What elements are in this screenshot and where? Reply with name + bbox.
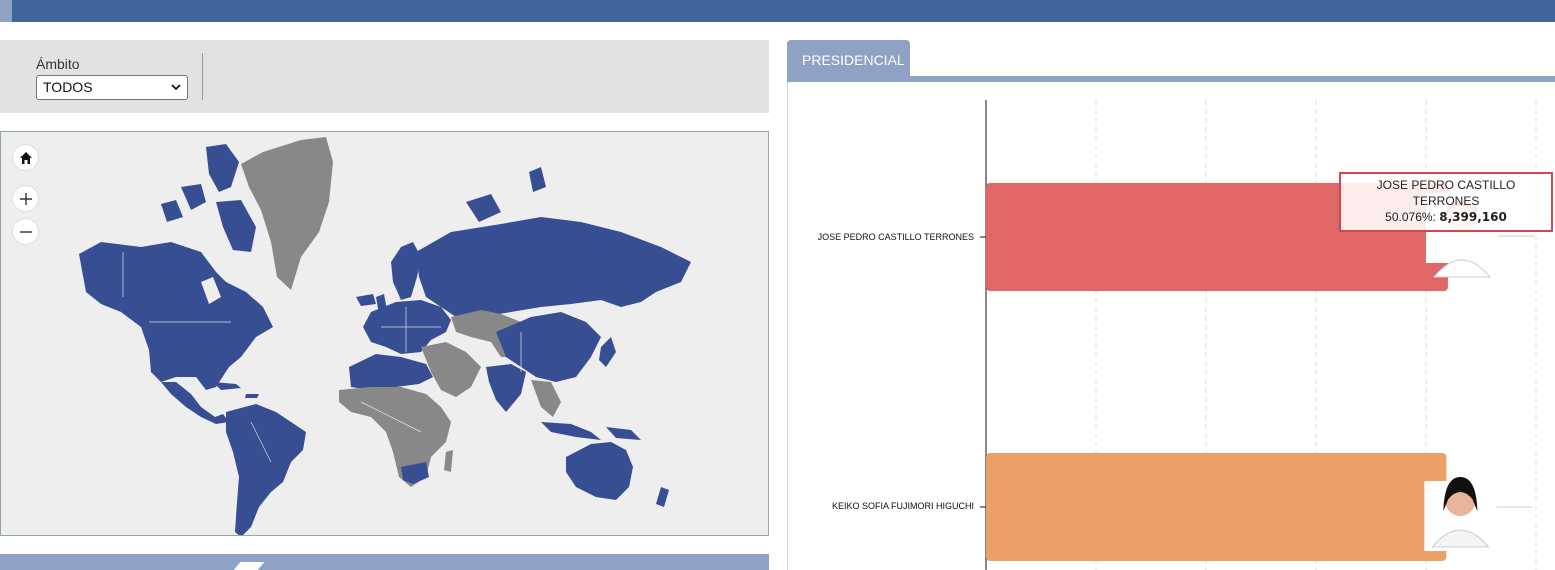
map-region-iceland [356,294,376,306]
map-region-caribbean [213,382,259,398]
map-region-north-america [79,242,273,390]
candidate-photo-1 [1424,477,1497,551]
chevron-down-icon [171,84,181,91]
map-borders [122,252,522,463]
map-region-japan [599,337,616,367]
header-notch [223,562,265,570]
map-region-scandinavia [391,242,421,300]
map-region-india [486,364,526,412]
tooltip-percent: 50.076%: [1385,210,1436,224]
filter-divider [202,53,203,100]
header-stub [0,0,12,22]
map-region-uk [376,294,387,314]
filter-panel: Ámbito TODOS [0,40,769,113]
home-icon [19,151,32,164]
minus-icon [19,230,32,233]
tooltip-votes: 8,399,160 [1439,210,1507,224]
map-region-central-america [161,382,229,424]
map-zoom-in-button[interactable] [12,185,39,212]
map-region-arctic-islands [161,144,256,252]
bar-1[interactable] [986,453,1447,561]
tooltip-name-line1: JOSE PEDRO CASTILLO [1376,178,1516,192]
tooltip-values: 50.076%: 8,399,160 [1341,209,1551,225]
lower-panel-header [0,554,769,570]
scope-select-value: TODOS [43,79,93,95]
map-region-china [496,312,601,382]
map-region-greenland [241,137,333,290]
map-region-south-america [226,404,306,535]
map-region-indonesia [541,422,641,440]
world-map-svg [79,137,691,535]
category-label-fujimori: KEIKO SOFIA FUJIMORI HIGUCHI [831,501,974,511]
scope-select[interactable]: TODOS [36,75,188,100]
map-region-russia-islands [466,167,546,222]
map-region-hudson [201,277,221,304]
map-zoom-out-button[interactable] [12,218,39,245]
map-region-middle-east [421,342,481,397]
top-header-bar [0,0,1555,22]
tab-label: PRESIDENCIAL [802,52,905,68]
results-chart-panel: JOSE PEDRO CASTILLO TERRONES KEIKO SOFIA… [787,82,1555,570]
category-label-castillo: JOSE PEDRO CASTILLO TERRONES [817,232,974,242]
map-home-button[interactable] [12,144,39,171]
map-region-south-africa [401,462,429,484]
tooltip-name-line2: TERRONES [1412,194,1480,208]
bar-0[interactable] [986,183,1448,291]
tab-presidencial[interactable]: PRESIDENCIAL [787,40,910,78]
map-region-north-africa [349,354,433,390]
plus-icon [19,192,32,205]
bar-tooltip: JOSE PEDRO CASTILLO TERRONES 50.076%: 8,… [1339,172,1553,232]
map-region-africa [339,387,451,487]
tab-underline [787,76,1555,82]
map-region-se-asia [531,380,561,417]
map-region-madagascar [444,450,453,472]
scope-label: Ámbito [36,56,80,72]
map-region-russia [416,217,691,317]
results-bar-chart [980,100,1537,570]
map-region-new-zealand [656,487,669,507]
world-map[interactable] [0,131,769,536]
map-region-australia [566,442,633,500]
